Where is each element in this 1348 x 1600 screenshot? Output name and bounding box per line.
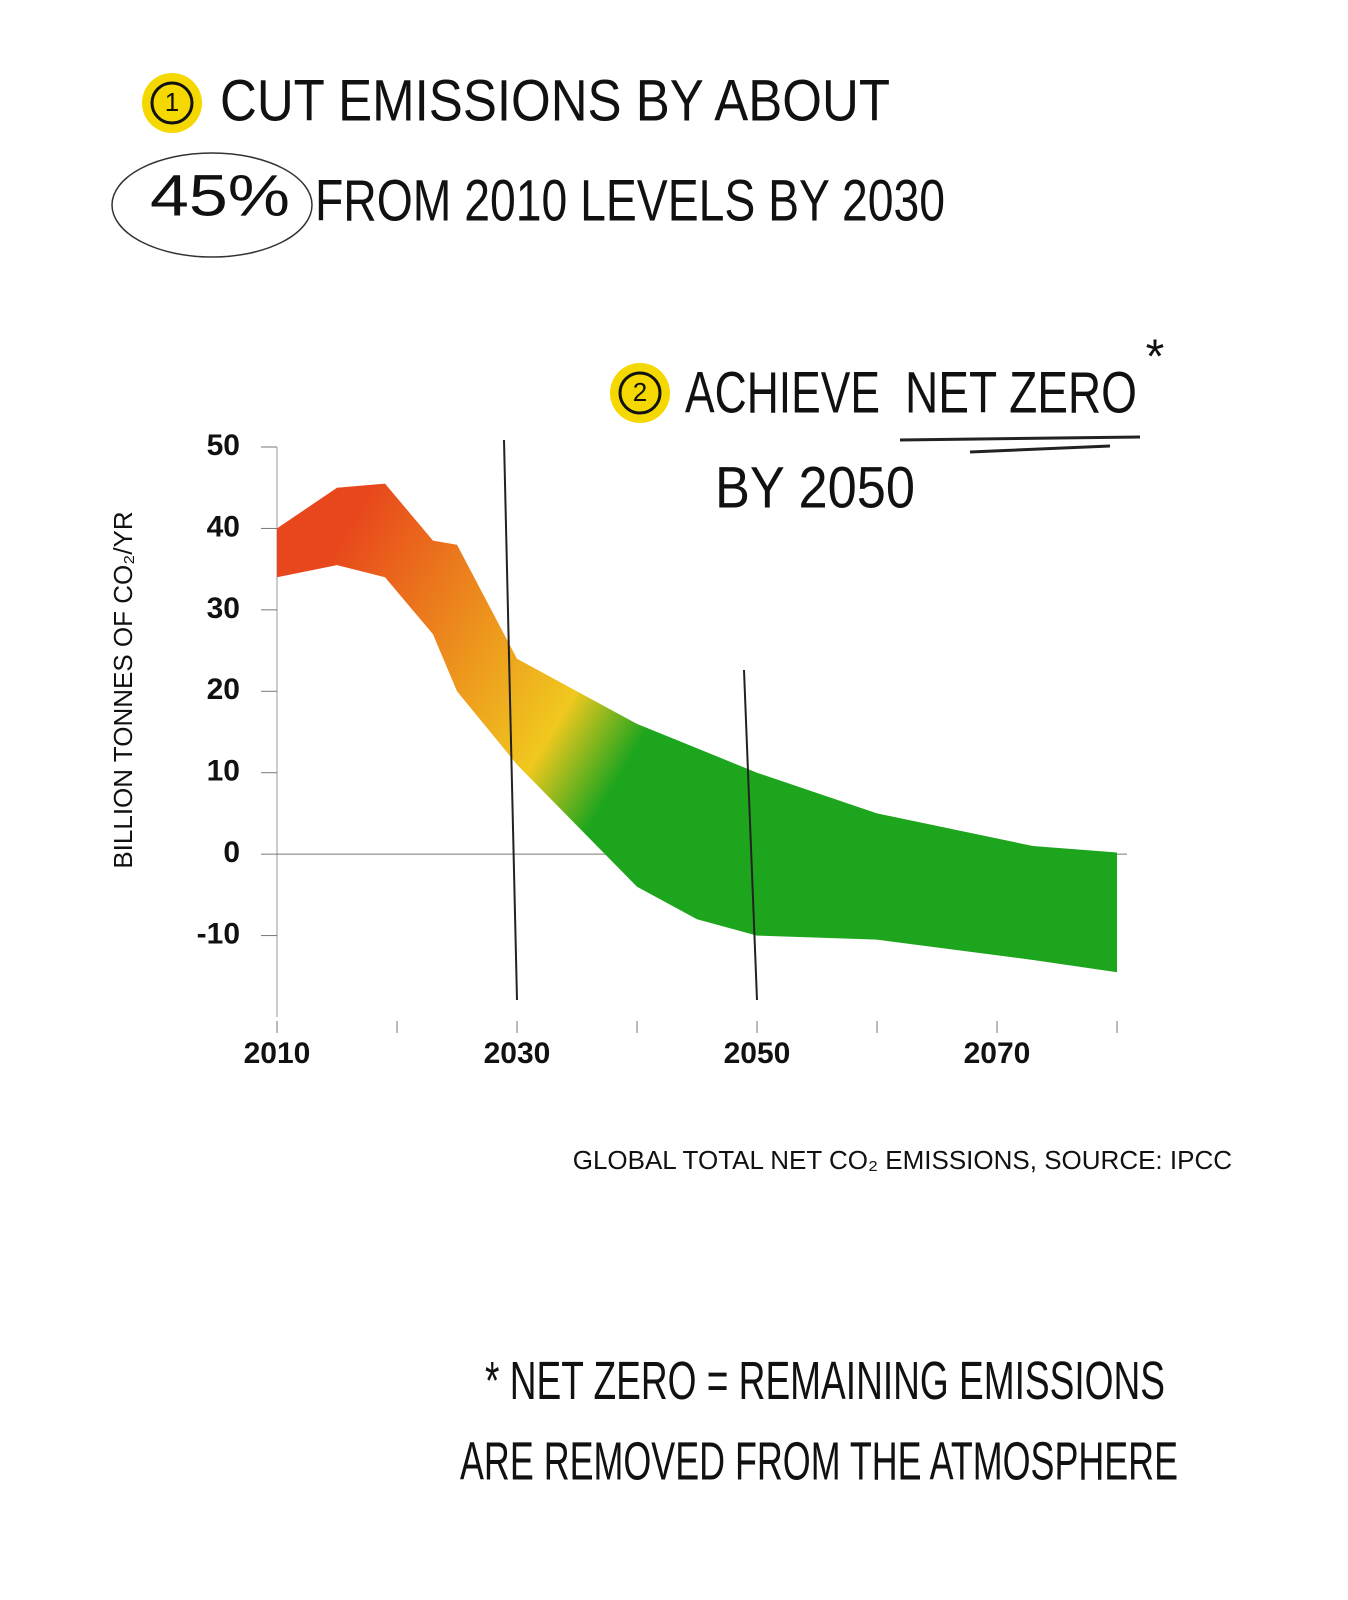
goal-mark: * [1146,331,1165,384]
underline [899,435,1141,454]
y-tick-label: 0 [223,836,240,869]
caption: GLOBAL TOTAL NET CO₂ EMISSIONS, SOURCE: … [573,1145,1232,1175]
goal-line: BY 2050 [715,455,915,520]
reference-line [503,439,518,1001]
y-tick-label: -10 [197,917,240,950]
badge-number: 1 [165,87,179,117]
headline-line: FROM 2010 LEVELS BY 2030 [315,168,945,233]
y-tick-label: 10 [207,755,240,788]
footnote-line: * NET ZERO = REMAINING EMISSIONS [485,1351,1165,1411]
badge-ring [150,81,194,125]
y-tick-label: 40 [207,510,240,543]
goal-underlined: NET ZERO [905,360,1137,425]
highlight-ring [111,152,313,258]
badge-number: 2 [633,377,647,407]
y-tick-label: 20 [207,673,240,706]
x-tick-label: 2030 [484,1037,551,1070]
footnote-line: ARE REMOVED FROM THE ATMOSPHERE [460,1431,1178,1491]
y-tick-label: 50 [207,429,240,462]
badge-ring [618,371,662,415]
y-tick-label: 30 [207,592,240,625]
x-tick-label: 2070 [964,1037,1031,1070]
emissions-band [277,483,1117,973]
headline-highlight: 45% [150,163,290,228]
reference-line [743,669,758,1001]
footnote-mark: * [485,1351,499,1411]
goal-line: ACHIEVE [685,360,880,425]
headline-line: CUT EMISSIONS BY ABOUT [220,68,890,133]
y-axis-label: BILLION TONNES OF CO₂/YR [108,511,138,868]
x-tick-label: 2050 [724,1037,791,1070]
x-tick-label: 2010 [244,1037,311,1070]
footnote-text: NET ZERO = REMAINING EMISSIONS [510,1351,1165,1411]
